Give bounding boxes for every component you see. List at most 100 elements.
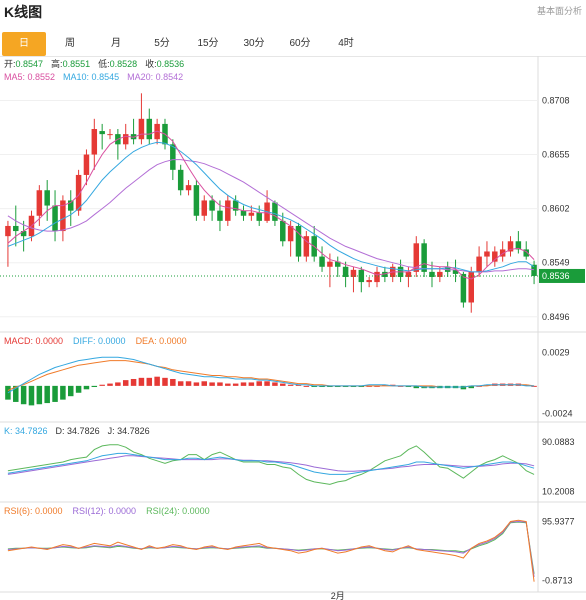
macd-bar bbox=[523, 384, 529, 386]
rsi12-line bbox=[7, 520, 535, 577]
macd-bar bbox=[240, 382, 247, 386]
macd-bar bbox=[358, 385, 365, 388]
macd-bar bbox=[405, 385, 412, 388]
macd-legend-item: MACD: 0.0000 bbox=[4, 336, 63, 346]
j-line bbox=[7, 444, 535, 485]
candle-body bbox=[75, 174, 82, 211]
candle-body bbox=[185, 185, 192, 191]
candle-body bbox=[421, 243, 427, 272]
macd-bar bbox=[350, 385, 357, 388]
candle-body bbox=[468, 271, 474, 303]
kline-y-tick: 0.8708 bbox=[542, 95, 570, 105]
tab-5[interactable]: 30分 bbox=[243, 38, 265, 49]
macd-bar bbox=[272, 382, 278, 386]
macd-bar bbox=[217, 382, 223, 386]
macd-bar bbox=[232, 383, 239, 386]
macd-bar bbox=[60, 385, 66, 400]
candle-body bbox=[193, 185, 200, 216]
macd-bar bbox=[162, 377, 168, 386]
macd-bar bbox=[36, 385, 43, 405]
ohlc-legend-value: 0.8547 bbox=[16, 59, 44, 69]
macd-bar bbox=[460, 385, 467, 390]
candle-body bbox=[382, 271, 388, 277]
macd-bar bbox=[382, 384, 388, 386]
candle-body bbox=[429, 271, 435, 277]
macd-bar bbox=[209, 382, 215, 386]
macd-bar bbox=[91, 385, 98, 388]
kline-y-tick: 0.8602 bbox=[542, 204, 570, 214]
candle-body bbox=[248, 212, 255, 216]
candle-body bbox=[327, 261, 333, 267]
tab-1[interactable]: 周 bbox=[65, 38, 75, 49]
candle-body bbox=[217, 210, 223, 221]
macd-bar bbox=[13, 385, 19, 402]
macd-panel: 0.0029 -0.0024 MACD: 0.0000 DIFF: 0.0000 DEA… bbox=[4, 336, 573, 418]
candle-body bbox=[209, 200, 215, 211]
macd-legend-item: DIFF: 0.0000 bbox=[73, 336, 126, 346]
macd-bar bbox=[256, 381, 262, 386]
candle-body bbox=[452, 269, 459, 274]
candle-body bbox=[492, 251, 498, 262]
kdj-y-tick: 10.2008 bbox=[542, 487, 575, 497]
macd-bar bbox=[122, 380, 129, 386]
candle-body bbox=[350, 269, 357, 277]
macd-bar bbox=[75, 385, 82, 393]
k-line bbox=[7, 452, 535, 475]
tab-7[interactable]: 4时 bbox=[338, 38, 354, 49]
kdj-panel: 90.0883 10.2008 K: 34.7826 D: 34.7826 J: 34.… bbox=[4, 426, 575, 497]
macd-bar bbox=[342, 385, 349, 388]
macd-bar bbox=[83, 385, 90, 390]
tab-4[interactable]: 15分 bbox=[197, 38, 219, 49]
kdj-legend-item: K: 34.7826 bbox=[4, 426, 48, 436]
macd-bar bbox=[484, 384, 490, 386]
macd-bar bbox=[52, 385, 58, 402]
x-axis-label: 2月 bbox=[331, 591, 345, 600]
rsi-y-tick: 95.9377 bbox=[542, 517, 575, 527]
kdj-legend-item: D: 34.7826 bbox=[56, 426, 100, 436]
ohlc-legend-label: 低: bbox=[98, 58, 110, 69]
candle-body bbox=[44, 190, 50, 206]
candle-body bbox=[60, 200, 66, 232]
tab-0[interactable]: 日 bbox=[2, 32, 46, 56]
macd-bar bbox=[28, 385, 35, 406]
header: K线图 基本面分析 bbox=[0, 0, 586, 22]
candle-body bbox=[146, 118, 153, 140]
candle-body bbox=[319, 256, 325, 267]
candle-body bbox=[366, 280, 372, 283]
candle-body bbox=[335, 261, 341, 267]
candle-body bbox=[122, 134, 129, 145]
kline-y-tick: 0.8655 bbox=[542, 150, 570, 160]
candle-body bbox=[138, 118, 145, 140]
brand-link[interactable]: 基本面分析 bbox=[536, 6, 582, 16]
tab-6[interactable]: 60分 bbox=[289, 38, 311, 49]
macd-y-tick: -0.0024 bbox=[542, 408, 573, 418]
ma20-line bbox=[7, 159, 535, 273]
macd-bar bbox=[115, 382, 121, 386]
macd-bar bbox=[295, 384, 302, 386]
macd-bar bbox=[327, 385, 333, 388]
macd-bar bbox=[280, 383, 286, 386]
macd-bar bbox=[154, 376, 160, 386]
current-price-tag bbox=[539, 268, 585, 283]
candle-body bbox=[531, 264, 537, 276]
macd-bar bbox=[335, 385, 341, 388]
candle-body bbox=[295, 225, 302, 257]
candle-body bbox=[5, 225, 11, 237]
candle-body bbox=[20, 231, 27, 237]
tab-2[interactable]: 月 bbox=[111, 38, 121, 49]
candle-body bbox=[13, 225, 19, 232]
candle-body bbox=[256, 212, 262, 221]
ma-legend-item: MA5: 0.8552 bbox=[4, 72, 55, 82]
tab-3[interactable]: 5分 bbox=[154, 38, 170, 49]
ohlc-legend-label: 高: bbox=[51, 58, 63, 69]
kdj-legend-item: J: 34.7826 bbox=[108, 426, 150, 436]
candle-body bbox=[68, 200, 74, 211]
candle-body bbox=[201, 200, 207, 216]
rsi-legend-item: RSI(6): 0.0000 bbox=[4, 506, 63, 516]
period-tabs: 日 周 月 5分 15分 30分 60分 4时 bbox=[0, 32, 586, 57]
candle-body bbox=[405, 271, 412, 277]
macd-bar bbox=[138, 377, 145, 386]
d-line bbox=[7, 455, 535, 475]
rsi-panel: 95.9377 -0.8713 RSI(6): 0.0000 RSI(12): 0.0… bbox=[4, 506, 575, 585]
candle-body bbox=[177, 169, 184, 191]
